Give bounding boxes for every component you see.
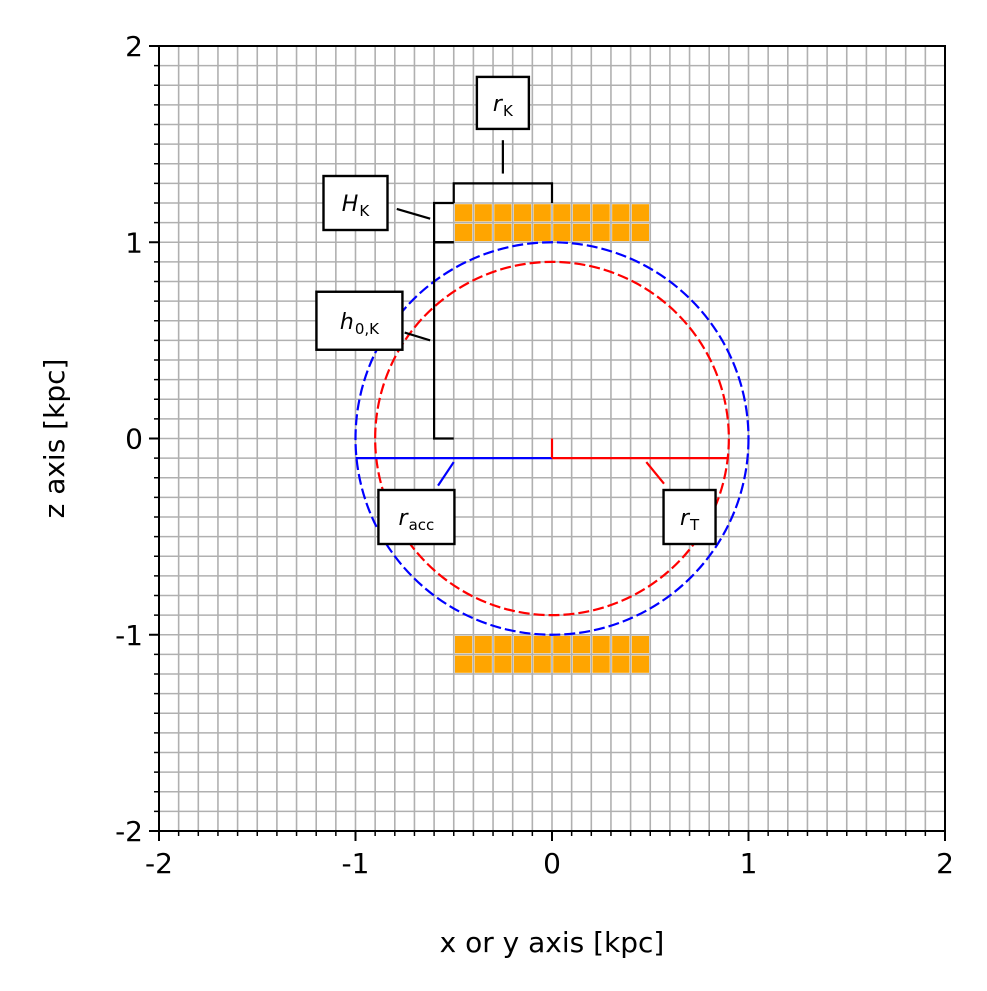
x-axis-label: x or y axis [kpc] [440, 926, 665, 959]
label-rt: rT [662, 488, 717, 546]
disk-cell [513, 223, 532, 242]
rt-leader [645, 461, 665, 485]
annotation-labels: rK HK h0,K racc rT [315, 75, 717, 546]
disks [454, 204, 650, 673]
label-racc: racc [377, 488, 456, 546]
disk-cell [572, 204, 591, 222]
disk-cell [612, 204, 630, 222]
disk-cell [474, 223, 492, 242]
label-rk: rK [475, 75, 531, 131]
label-text: h0,K [340, 310, 380, 338]
disk-cell [553, 223, 571, 242]
disk-cell [553, 635, 571, 654]
disk-cell [631, 635, 650, 654]
label-h0k: h0,K [315, 290, 404, 351]
y-tick-label: -2 [115, 815, 143, 848]
label-box [475, 75, 531, 131]
label-hk: HK [322, 174, 389, 232]
disk-cell [454, 223, 473, 242]
label-box [322, 174, 389, 232]
disk-cell [631, 223, 650, 242]
ticks: -2 -1 0 1 2 -2 -1 0 1 2 [115, 30, 954, 880]
disk-cell [592, 223, 610, 242]
label-text: rK [493, 92, 514, 120]
disk-cell [494, 204, 512, 222]
disk-cell [454, 204, 473, 222]
disk-cell [494, 635, 512, 654]
disk-cell [513, 655, 532, 673]
h0k-leader [404, 331, 431, 342]
disk-cell [494, 655, 512, 673]
disk-cell [631, 655, 650, 673]
circle-r-acc [354, 241, 750, 636]
disk-cell [572, 655, 591, 673]
disk-cell [454, 635, 473, 654]
disk-cell [553, 204, 571, 222]
disk-cell [513, 635, 532, 654]
x-tick-label: 1 [740, 847, 758, 880]
label-box [377, 488, 456, 546]
disk-cell [592, 655, 610, 673]
disk-cell [592, 635, 610, 654]
disk-lower [454, 635, 650, 673]
y-tick-label: 2 [125, 30, 143, 63]
x-tick-label: 0 [543, 847, 561, 880]
disk-cell [572, 223, 591, 242]
guides [355, 140, 729, 487]
hk-leader [396, 207, 431, 220]
y-tick-label: 0 [125, 423, 143, 456]
disk-cell [533, 223, 551, 242]
circle-r-T [374, 260, 730, 617]
disk-cell [513, 204, 532, 222]
disk-cell [553, 655, 571, 673]
label-box [662, 488, 717, 546]
y-tick-label: -1 [115, 619, 143, 652]
disk-cell [474, 204, 492, 222]
h0k-bracket [433, 241, 454, 440]
y-axis-label: z axis [kpc] [38, 359, 71, 519]
x-tick-label: -2 [145, 847, 173, 880]
y-tick-label: 1 [125, 226, 143, 259]
label-box [315, 290, 404, 351]
disk-cell [631, 204, 650, 222]
disk-cell [612, 655, 630, 673]
disk-cell [533, 635, 551, 654]
disk-cell [533, 655, 551, 673]
disk-cell [592, 204, 610, 222]
disk-cell [454, 655, 473, 673]
disk-cell [612, 223, 630, 242]
rk-bracket [452, 182, 554, 203]
x-tick-label: 2 [936, 847, 954, 880]
label-text: HK [342, 192, 371, 220]
disk-cell [612, 635, 630, 654]
disk-cell [474, 655, 492, 673]
label-text: racc [399, 506, 435, 534]
label-text: rT [680, 506, 700, 534]
disk-upper [454, 204, 650, 242]
disk-cell [474, 635, 492, 654]
x-tick-label: -1 [342, 847, 370, 880]
circles [354, 241, 750, 636]
disk-cell [572, 635, 591, 654]
racc-leader [437, 461, 455, 487]
disk-cell [494, 223, 512, 242]
disk-cell [533, 204, 551, 222]
